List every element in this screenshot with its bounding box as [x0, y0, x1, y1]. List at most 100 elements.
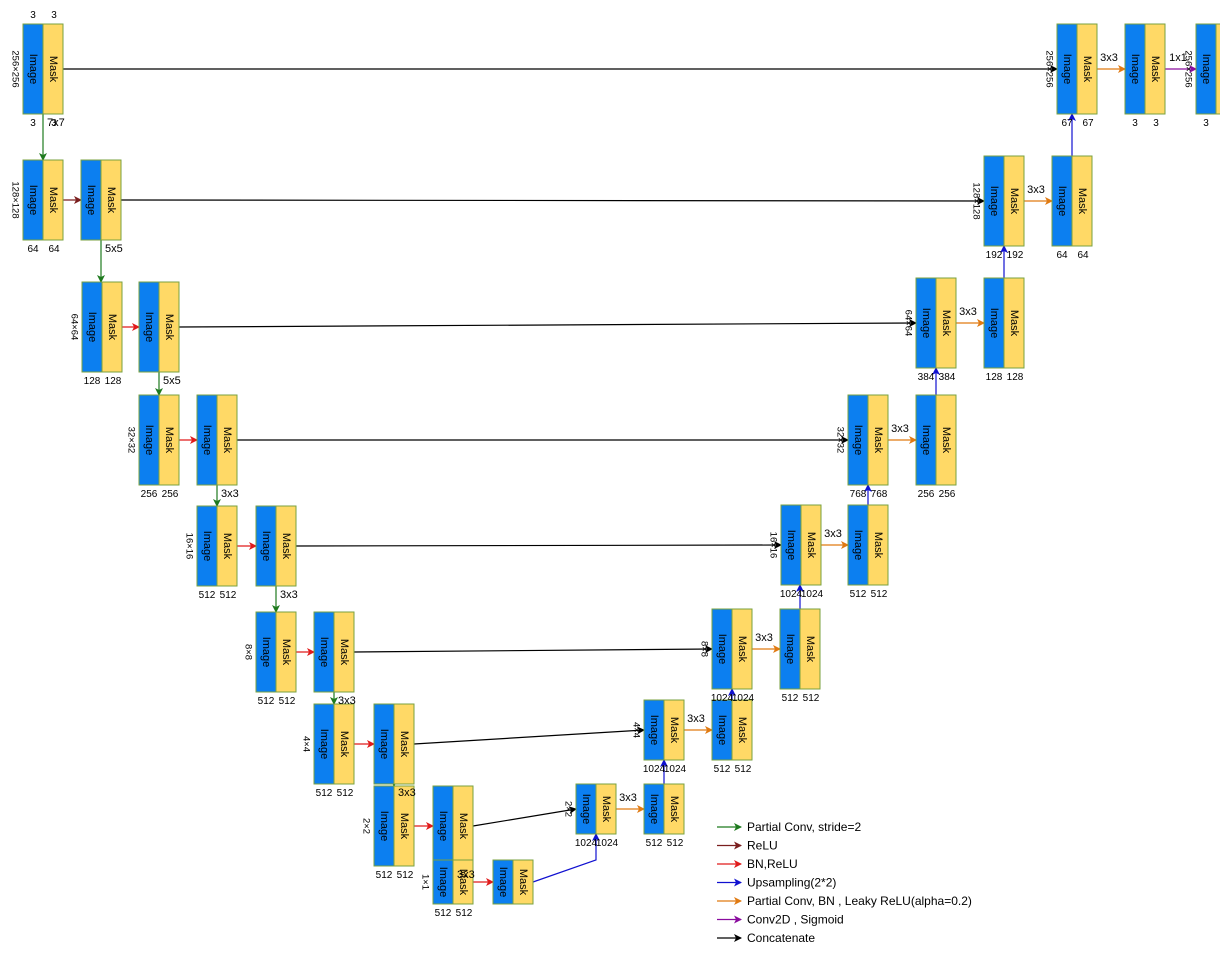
mask-half [216, 505, 238, 587]
mask-label: Mask [736, 636, 748, 663]
decoder-out-block-0: Image Mask [1124, 23, 1166, 115]
encoder-block-3: Image Mask [138, 394, 180, 486]
skip-connection-arrow [178, 319, 917, 328]
image-label: Image [785, 530, 797, 561]
decoder-out-mask-channels: 256 [939, 489, 956, 500]
image-label: Image [988, 186, 1000, 217]
skip-connection-arrow [120, 196, 985, 205]
decoder-concat-image-channels: 768 [850, 489, 867, 500]
mask-label: Mask [457, 813, 469, 840]
encoder-mask-channels: 128 [105, 376, 122, 387]
skip-connection-arrow [295, 541, 782, 550]
legend-label: ReLU [747, 839, 778, 853]
mask-label: Mask [804, 636, 816, 663]
encoder-image-channels: 512 [258, 696, 275, 707]
skip-connection-arrow [413, 726, 645, 745]
mask-label: Mask [47, 56, 59, 83]
mask-half [663, 699, 685, 761]
mask-half [512, 859, 534, 905]
encoder-act-block-7: Image Mask [432, 785, 474, 867]
decoder-size-label: 32×32 [835, 427, 846, 454]
feature-blocks: Image Mask Image Mask Image Mask Image Mask Imag… [22, 23, 1220, 905]
decoder-concat-image-channels: 1024 [575, 838, 598, 849]
mask-label: Mask [221, 533, 233, 560]
image-label: Image [716, 634, 728, 665]
legend-label: Partial Conv, BN , Leaky ReLU(alpha=0.2) [747, 894, 972, 908]
mask-label: Mask [1008, 310, 1020, 337]
legend-item-partial-conv-stride: Partial Conv, stride=2 [717, 820, 861, 834]
decoder-concat-image-channels: 384 [918, 372, 935, 383]
decoder-concat-image-channels: 1024 [711, 693, 734, 704]
legend-item-partial-conv-bn-leaky: Partial Conv, BN , Leaky ReLU(alpha=0.2) [717, 894, 972, 908]
decoder-concat-image-channels: 1024 [780, 589, 803, 600]
image-label: Image [437, 867, 449, 898]
upsampling-arrow [532, 833, 600, 883]
encoder-block-2: Image Mask [81, 281, 123, 373]
encoder-image-channels: 3 [30, 118, 36, 129]
decoder-size-label: 4×4 [631, 722, 642, 738]
decoder-kernel-label: 3x3 [959, 306, 977, 318]
downsample-kernel-label: 3x3 [457, 869, 475, 881]
image-label: Image [143, 425, 155, 456]
mask-label: Mask [163, 427, 175, 454]
mask-half [799, 608, 821, 690]
final-size-label: 256×256 [1183, 50, 1194, 87]
image-label: Image [648, 715, 660, 746]
legend-item-concatenate: Concatenate [717, 931, 815, 945]
decoder-size-label: 128×128 [971, 182, 982, 219]
mask-label: Mask [668, 796, 680, 823]
legend-item-upsampling: Upsampling(2*2) [717, 876, 836, 890]
legend-label: Upsampling(2*2) [747, 876, 836, 890]
decoder-out-mask-channels: 3 [1153, 118, 1159, 129]
mask-half [1215, 23, 1220, 115]
mask-half [333, 611, 355, 693]
encoder-size-label: 64×64 [69, 314, 80, 341]
mask-label: Mask [668, 717, 680, 744]
decoder-concat-image-channels: 192 [986, 250, 1003, 261]
image-label: Image [852, 530, 864, 561]
downsample-kernel-label: 7x7 [47, 117, 65, 129]
mask-label: Mask [600, 796, 612, 823]
decoder-out-mask-channels: 128 [1007, 372, 1024, 383]
mask-label: Mask [872, 427, 884, 454]
image-label: Image [920, 308, 932, 339]
mask-label: Mask [940, 427, 952, 454]
image-label: Image [580, 794, 592, 825]
decoder-out-block-2: Image Mask [983, 277, 1025, 369]
legend-item-relu: ReLU [717, 839, 778, 853]
encoder-act-block-3: Image Mask [196, 394, 238, 486]
decoder-concat-mask-channels: 384 [939, 372, 956, 383]
image-label: Image [318, 729, 330, 760]
image-label: Image [437, 811, 449, 842]
decoder-concat-block-1: Image Mask [983, 155, 1025, 247]
mask-label: Mask [1081, 56, 1093, 83]
decoder-concat-block-3: Image Mask [847, 394, 889, 486]
encoder-mask-channels: 512 [397, 870, 414, 881]
decoder-size-label: 256×256 [1044, 50, 1055, 87]
decoder-kernel-label: 3x3 [755, 632, 773, 644]
encoder-size-label: 8×8 [243, 644, 254, 660]
image-label: Image [201, 531, 213, 562]
mask-label: Mask [1008, 188, 1020, 215]
encoder-image-channels: 512 [316, 788, 333, 799]
legend: Partial Conv, stride=2 ReLU BN,ReLU Upsampl… [717, 820, 972, 945]
encoder-mask-channels: 512 [337, 788, 354, 799]
mask-half [1071, 155, 1093, 247]
image-label: Image [143, 312, 155, 343]
mask-label: Mask [398, 731, 410, 758]
mask-half [1076, 23, 1098, 115]
mask-half [101, 281, 123, 373]
image-label: Image [378, 811, 390, 842]
mask-label: Mask [163, 314, 175, 341]
image-label: Image [784, 634, 796, 665]
skip-connection-arrow [472, 806, 577, 827]
mask-label: Mask [872, 532, 884, 559]
decoder-concat-block-2: Image Mask [915, 277, 957, 369]
mask-label: Mask [1149, 56, 1161, 83]
mask-half [867, 504, 889, 586]
decoder-kernel-label: 3x3 [619, 792, 637, 804]
mask-half [800, 504, 822, 586]
encoder-image-channels: 512 [376, 870, 393, 881]
decoder-out-block-1: Image Mask [1051, 155, 1093, 247]
decoder-size-label: 16×16 [768, 532, 779, 559]
